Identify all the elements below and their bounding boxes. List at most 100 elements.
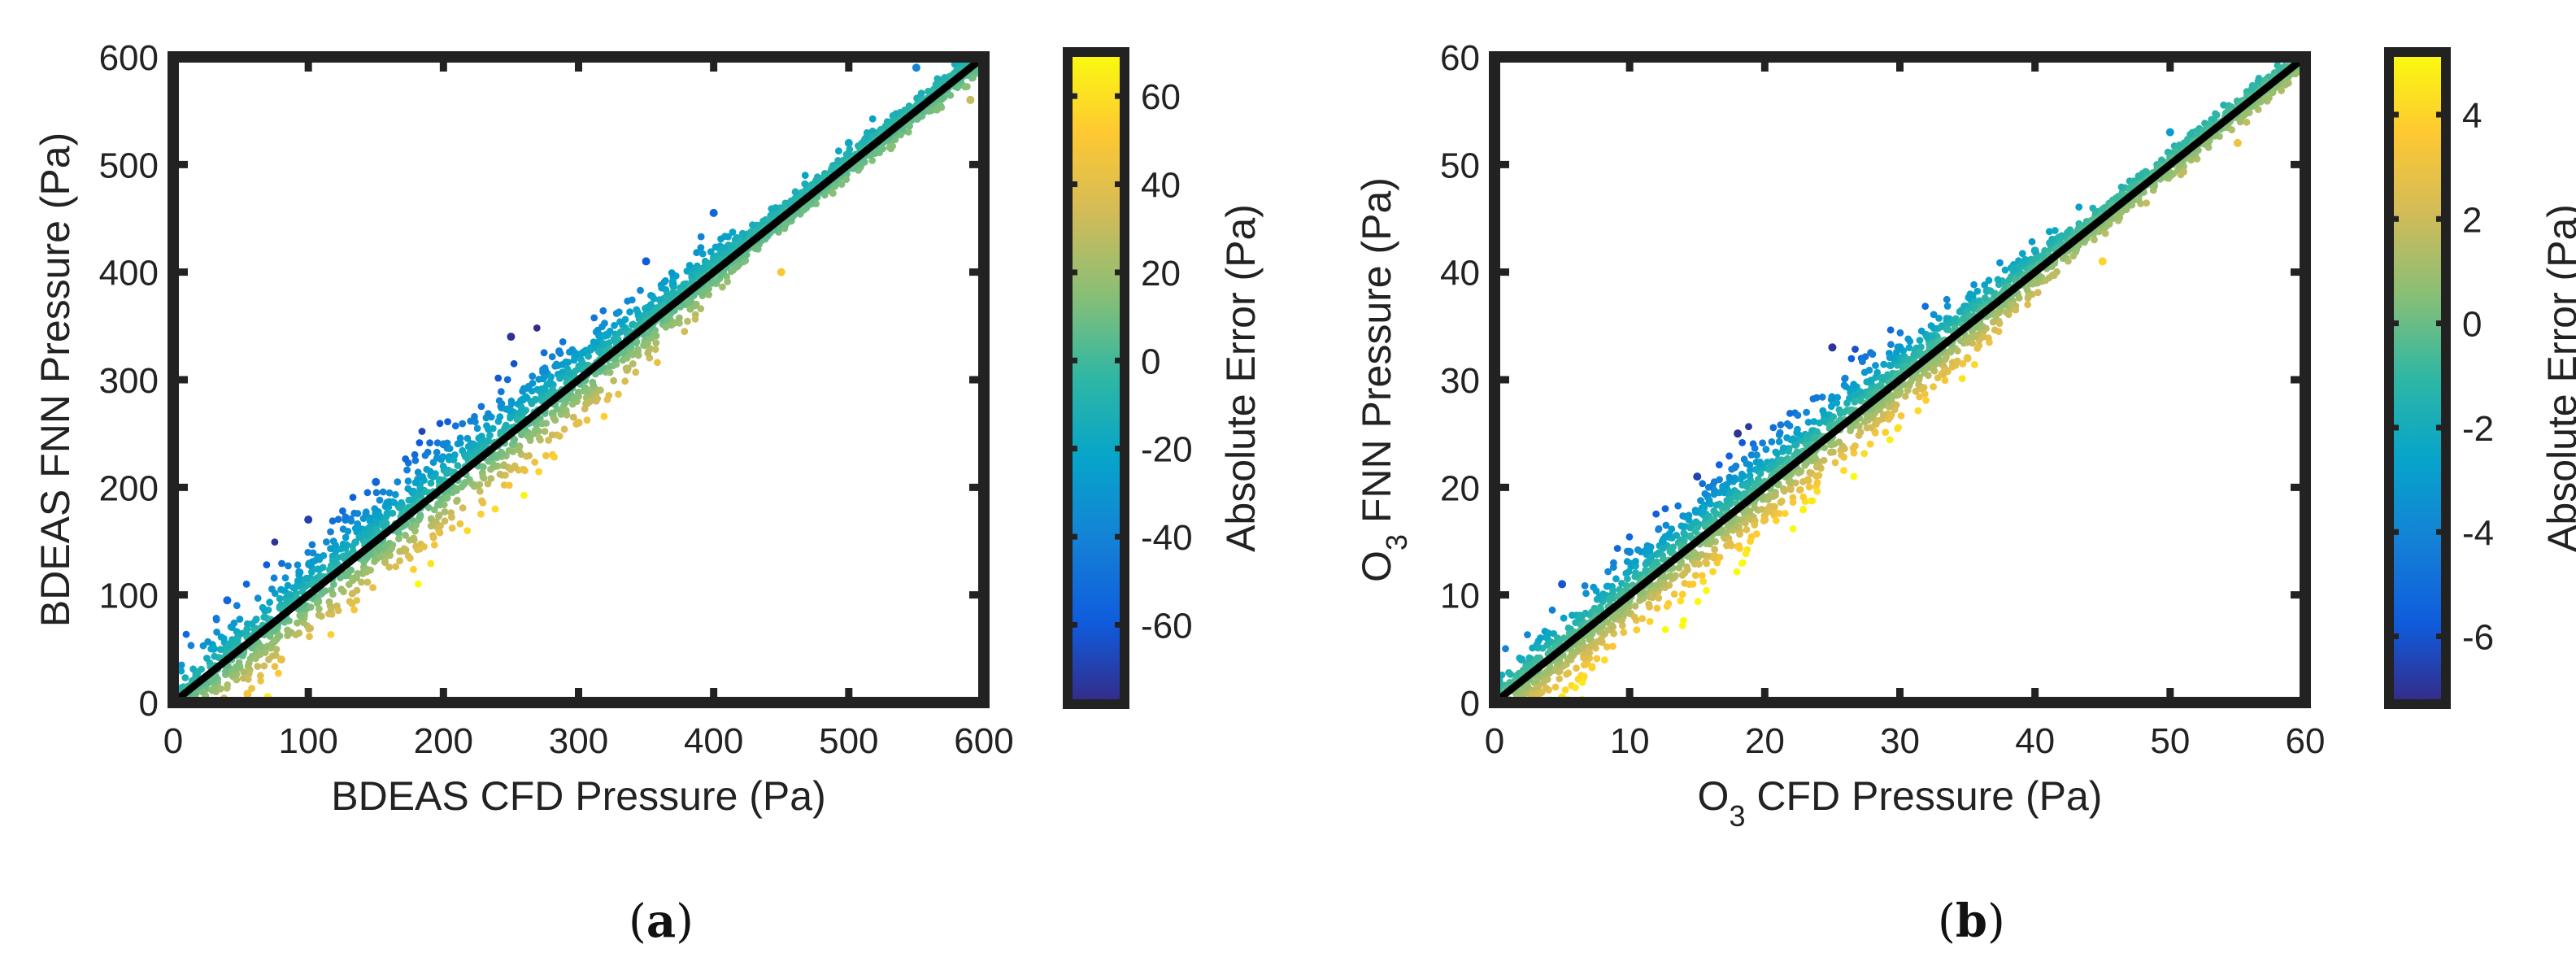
- scatter-point: [342, 572, 350, 580]
- scatter-point: [1856, 423, 1863, 430]
- scatter-point: [1655, 526, 1662, 533]
- scatter-point: [626, 308, 633, 315]
- scatter-point: [520, 466, 527, 473]
- scatter-point: [584, 416, 591, 424]
- scatter-point: [485, 426, 492, 433]
- scatter-point: [271, 574, 278, 581]
- scatter-point: [681, 328, 688, 335]
- scatter-point: [1723, 497, 1730, 504]
- colorbar-tick-label: 40: [1141, 166, 1181, 206]
- scatter-point: [1608, 622, 1616, 629]
- scatter-point: [1828, 402, 1835, 410]
- scatter-point: [194, 668, 201, 676]
- scatter-point: [1695, 598, 1702, 605]
- scatter-point: [1662, 522, 1669, 529]
- scatter-point: [335, 607, 342, 614]
- x-tick-label: 600: [954, 721, 1013, 761]
- scatter-point: [542, 428, 549, 435]
- scatter-point: [1601, 656, 1608, 664]
- scatter-point: [1860, 450, 1868, 457]
- scatter-point: [243, 690, 251, 698]
- scatter-point: [342, 513, 349, 520]
- scatter-point: [373, 489, 381, 496]
- scatter-point: [719, 284, 726, 291]
- scatter-point: [566, 369, 573, 376]
- scatter-point: [503, 422, 510, 429]
- scatter-point: [561, 426, 568, 433]
- scatter-point: [1681, 569, 1688, 577]
- scatter-point: [272, 663, 279, 670]
- y-tick-label: 500: [99, 146, 159, 185]
- scatter-point: [444, 418, 451, 425]
- scatter-point: [294, 577, 302, 585]
- scatter-point: [550, 454, 558, 461]
- scatter-point: [506, 481, 513, 489]
- scatter-point: [529, 372, 536, 380]
- scatter-point: [1699, 578, 1707, 585]
- scatter-point: [213, 616, 220, 624]
- scatter-point: [601, 413, 608, 420]
- scatter-point: [1821, 411, 1828, 418]
- scatter-point: [1796, 486, 1804, 494]
- scatter-point: [1692, 507, 1699, 514]
- scatter-point: [1930, 383, 1937, 390]
- scatter-point: [724, 278, 731, 285]
- scatter-point: [420, 543, 428, 550]
- scatter-point: [1787, 478, 1795, 485]
- scatter-point: [2243, 119, 2251, 126]
- scatter-point: [1666, 530, 1673, 537]
- scatter-point: [1599, 590, 1607, 598]
- scatter-point: [1787, 436, 1795, 443]
- scatter-point: [1777, 429, 1784, 437]
- scatter-point: [637, 287, 644, 294]
- scatter-point: [1662, 626, 1669, 633]
- scatter-point: [307, 603, 315, 611]
- scatter-point: [801, 181, 808, 188]
- scatter-point: [344, 528, 351, 535]
- scatter-point: [1653, 559, 1660, 566]
- scatter-point: [204, 638, 211, 646]
- scatter-point: [838, 181, 846, 188]
- scatter-point: [1728, 466, 1735, 473]
- scatter-point: [1841, 375, 1848, 382]
- scatter-point: [1843, 399, 1851, 407]
- scatter-point: [966, 96, 974, 104]
- scatter-point: [1625, 568, 1633, 576]
- scatter-point: [269, 652, 276, 659]
- scatter-point: [402, 455, 409, 463]
- scatter-point: [459, 504, 467, 511]
- scatter-point: [1524, 631, 1531, 638]
- scatter-point: [1805, 477, 1812, 485]
- scatter-point: [297, 568, 304, 576]
- scatter-point: [1776, 459, 1783, 466]
- scatter-point: [188, 642, 195, 649]
- scatter-point: [1692, 518, 1699, 525]
- scatter-point: [241, 668, 248, 676]
- scatter-point: [1772, 449, 1779, 456]
- scatter-point: [330, 581, 337, 588]
- scatter-point: [717, 236, 724, 243]
- scatter-point: [589, 379, 596, 386]
- scatter-point: [416, 485, 424, 492]
- scatter-point: [442, 508, 449, 516]
- scatter-point: [802, 172, 809, 179]
- scatter-point: [1738, 439, 1746, 446]
- scatter-point: [1647, 618, 1654, 625]
- scatter-point: [2051, 272, 2058, 279]
- scatter-point: [686, 306, 694, 313]
- scatter-point: [477, 511, 485, 518]
- scatter-point: [478, 498, 485, 505]
- scatter-point: [1866, 367, 1873, 374]
- scatter-point: [1612, 575, 1620, 582]
- scatter-point: [599, 307, 607, 315]
- scatter-point: [478, 403, 485, 411]
- scatter-point: [287, 591, 294, 598]
- scatter-point: [199, 689, 207, 696]
- scatter-point: [257, 650, 264, 658]
- scatter-point: [460, 481, 468, 488]
- scatter-point: [392, 563, 399, 570]
- scatter-point: [524, 433, 532, 440]
- scatter-point: [2069, 253, 2077, 260]
- scatter-point: [699, 250, 707, 258]
